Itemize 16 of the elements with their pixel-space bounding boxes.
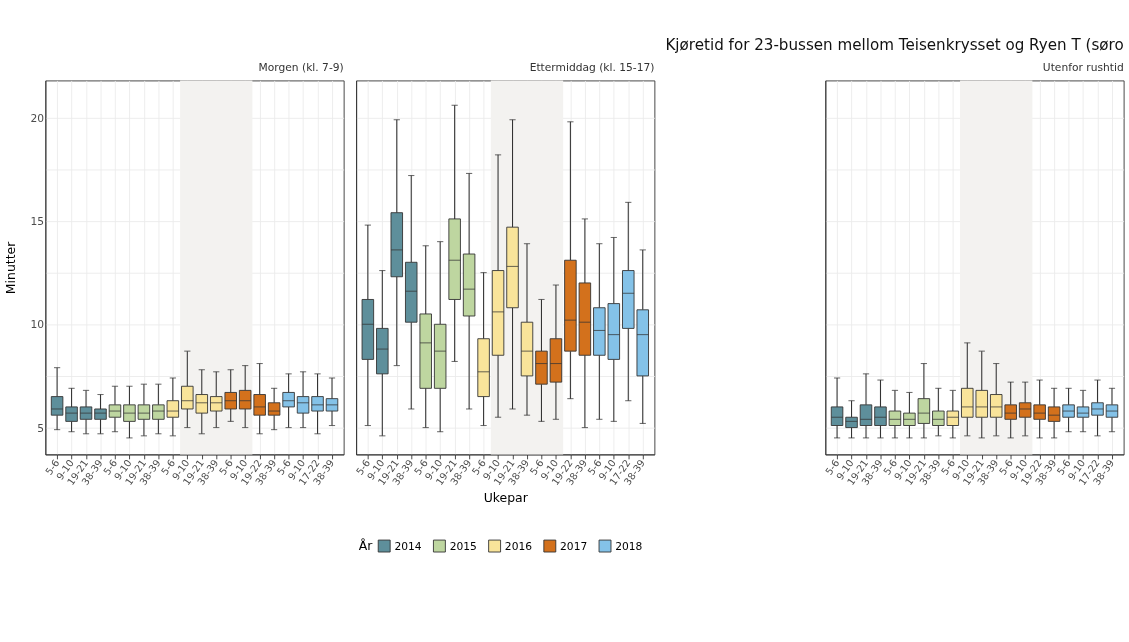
chart-subtitle: Morgen (kl. 7-9) bbox=[258, 60, 344, 74]
chart-title: Kjøretid for 23-bussen mellom Teisenkrysset og Ryen T (søro bbox=[665, 36, 1124, 55]
y-tick-label: 10 bbox=[30, 318, 45, 332]
legend-label: 2016 bbox=[504, 539, 533, 553]
y-tick-label: 15 bbox=[30, 214, 45, 228]
chart-subtitle: Utenfor rushtid bbox=[1042, 60, 1124, 74]
x-axis-title: Ukepar bbox=[483, 490, 529, 506]
legend-label: 2018 bbox=[615, 539, 643, 553]
chart-subtitle: Ettermiddag (kl. 15-17) bbox=[529, 60, 655, 74]
legend-title: År bbox=[358, 537, 374, 553]
legend-label: 2014 bbox=[394, 539, 422, 553]
y-tick-label: 20 bbox=[30, 111, 45, 125]
legend-label: 2015 bbox=[449, 539, 477, 553]
legend-label: 2017 bbox=[560, 539, 588, 553]
y-axis-title: Minutter bbox=[3, 240, 19, 295]
y-tick-label: 5 bbox=[37, 421, 45, 435]
